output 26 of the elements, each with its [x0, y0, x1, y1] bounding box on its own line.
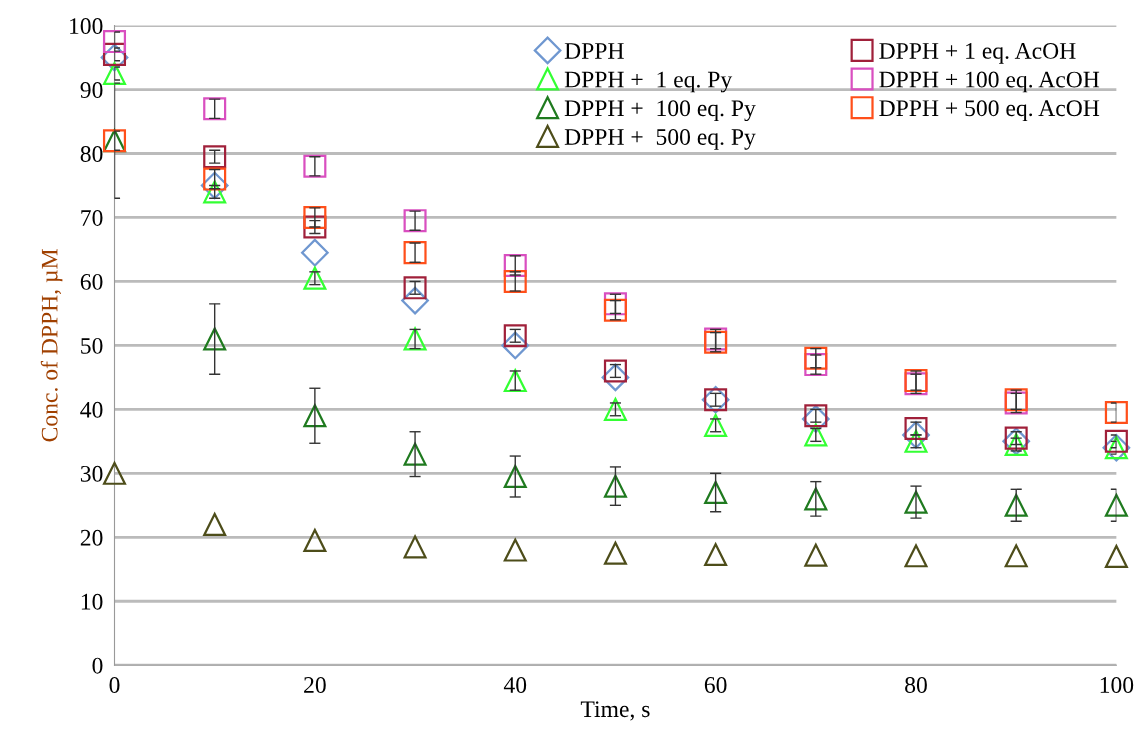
y-tick-label: 50	[81, 337, 103, 354]
legend-label: DPPH + 500 eq. Py	[564, 128, 756, 150]
legend-label: DPPH + 1 eq. AcOH	[879, 43, 1076, 64]
y-tick-label: 40	[80, 401, 103, 418]
y-tick-label: 70	[81, 209, 103, 226]
y-axis-title: Conc. of DPPH, µM	[40, 249, 63, 442]
legend-label: DPPH	[564, 43, 624, 59]
legend-label: DPPH + 1 eq. Py	[564, 71, 733, 93]
x-tick-label: 0	[109, 677, 120, 693]
y-tick-label: 0	[92, 657, 103, 674]
x-tick-label: 20	[304, 677, 326, 693]
x-axis-title: Time, s	[580, 701, 650, 721]
y-tick-label: 100	[70, 18, 103, 35]
x-tick-label: 40	[503, 677, 527, 693]
y-tick-label: 10	[81, 593, 103, 610]
y-tick-label: 20	[80, 529, 103, 546]
legend-label: DPPH + 500 eq. AcOH	[879, 100, 1100, 121]
x-tick-label: 100	[1100, 677, 1134, 693]
x-tick-label: 60	[704, 677, 727, 693]
y-tick-label: 60	[80, 273, 103, 290]
legend-label: DPPH + 100 eq. Py	[564, 100, 756, 122]
legend-label: DPPH + 100 eq. AcOH	[879, 71, 1100, 93]
y-tick-label: 90	[80, 82, 103, 98]
y-tick-label: 30	[80, 465, 103, 482]
y-tick-label: 80	[80, 146, 103, 162]
x-tick-label: 80	[905, 677, 927, 693]
